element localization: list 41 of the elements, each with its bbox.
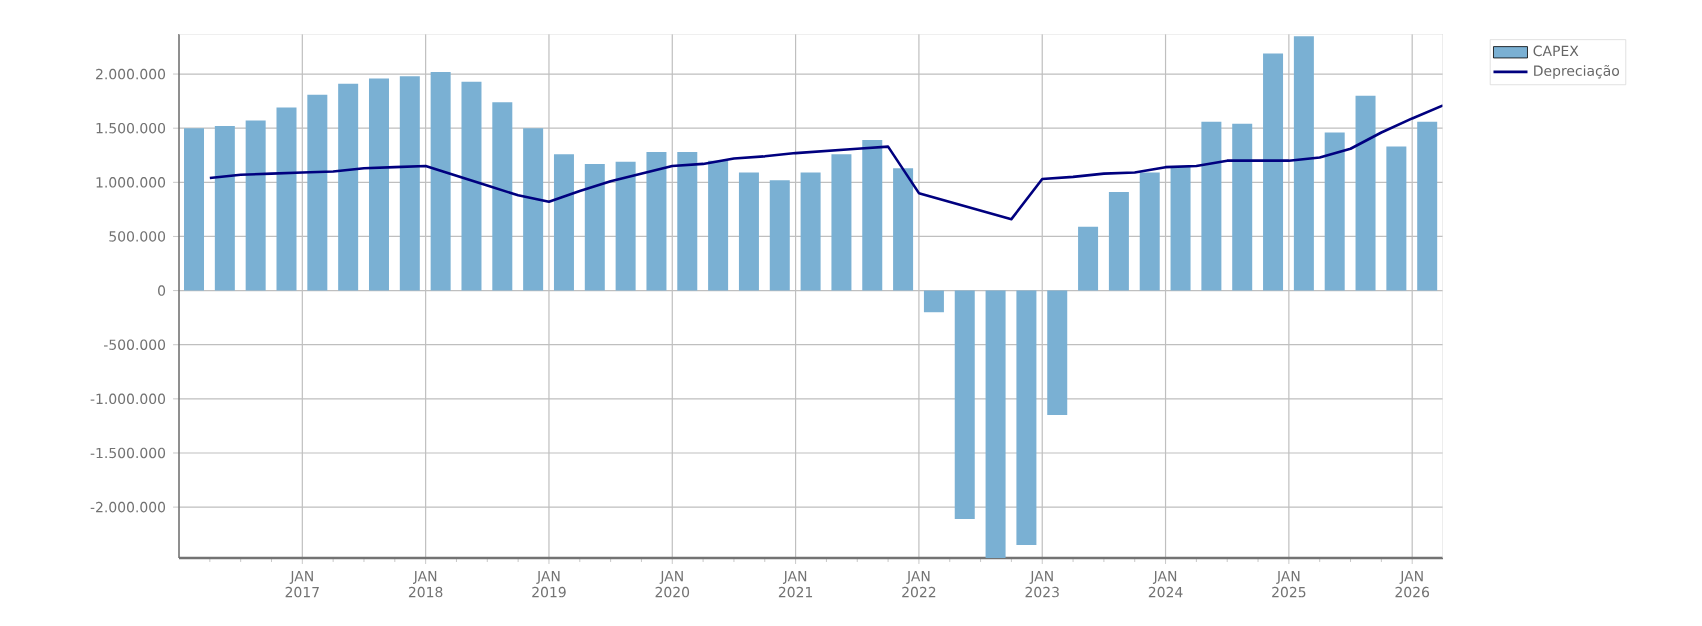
bar (184, 128, 205, 291)
bar (553, 154, 574, 291)
bar (1355, 95, 1376, 291)
bar (769, 180, 790, 291)
bar (677, 152, 698, 291)
bar (1078, 226, 1099, 291)
bar (399, 76, 420, 291)
bar (584, 163, 605, 291)
bar (831, 154, 852, 291)
bar (1201, 121, 1222, 291)
bar (1232, 123, 1253, 291)
bar (523, 128, 544, 291)
bar (276, 107, 297, 291)
bar (923, 290, 944, 313)
bar (1293, 36, 1314, 291)
bar (338, 83, 359, 291)
bar (1108, 192, 1129, 291)
bar (1324, 132, 1345, 291)
bar (368, 78, 389, 291)
bar (1139, 172, 1160, 291)
bar (708, 160, 729, 291)
bar (738, 172, 759, 291)
bar (646, 152, 667, 291)
bar (1417, 121, 1438, 291)
bar (893, 168, 914, 291)
bar (1386, 146, 1407, 291)
bar (862, 140, 883, 291)
bar (954, 290, 975, 520)
bar (1263, 53, 1284, 291)
bar (800, 172, 821, 291)
bar (307, 94, 328, 291)
bar (1047, 290, 1068, 416)
bar (430, 71, 451, 291)
bar (492, 102, 513, 291)
bar (1170, 166, 1191, 291)
bar (245, 120, 266, 291)
bar (615, 161, 636, 291)
bar (461, 81, 482, 291)
bar (1016, 290, 1037, 546)
bar (214, 126, 235, 291)
bar (985, 290, 1006, 558)
